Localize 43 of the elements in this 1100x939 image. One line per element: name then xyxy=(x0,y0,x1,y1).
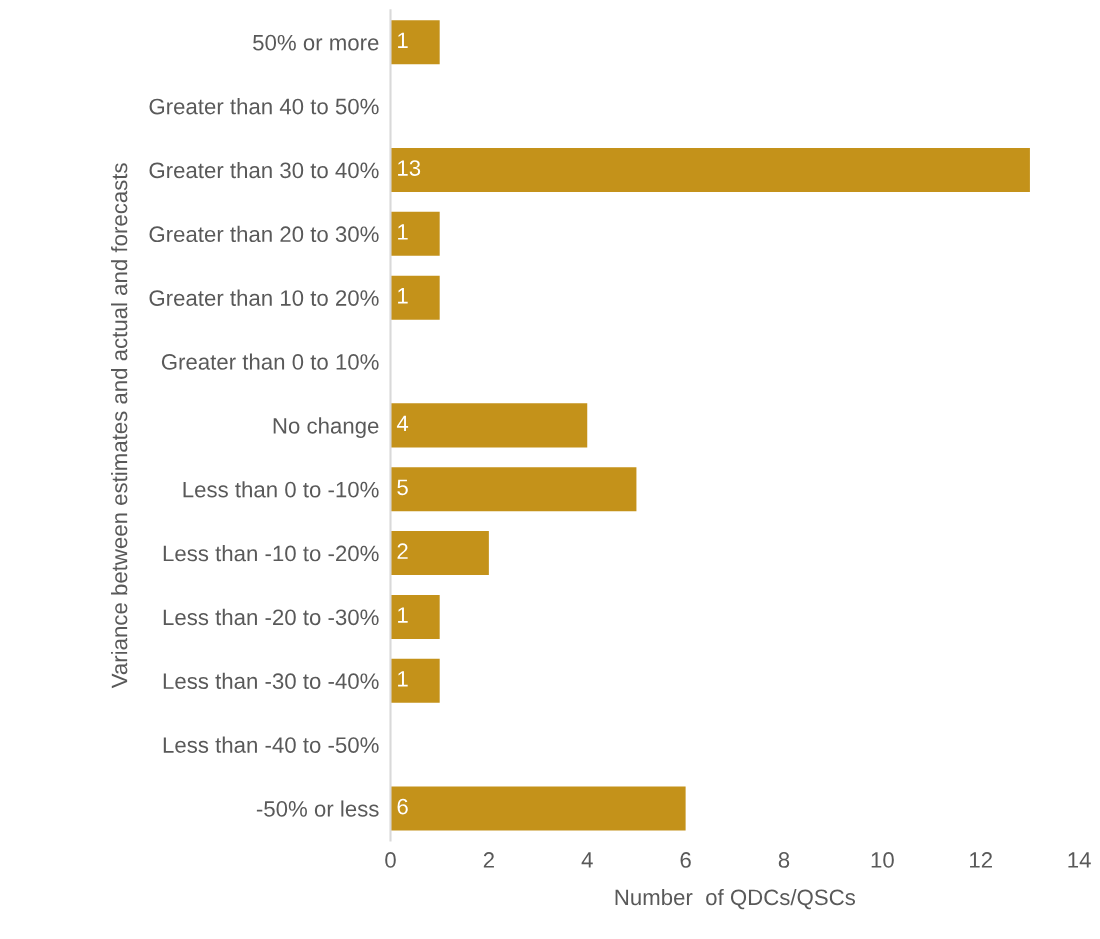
y-tick-label: Greater than 20 to 30% xyxy=(149,225,379,243)
bar xyxy=(390,531,489,576)
y-tick-label: Less than 0 to -10% xyxy=(183,481,379,498)
y-tick-label: No change xyxy=(273,417,379,439)
y-tick-label: Greater than 40 to 50% xyxy=(149,98,379,115)
data-label: 1 xyxy=(398,607,408,623)
y-tick-label: 50% or more xyxy=(253,34,379,51)
x-tick-label: 8 xyxy=(778,852,790,868)
bar xyxy=(390,20,440,65)
y-tick-label: Greater than 30 to 40% xyxy=(149,161,379,179)
y-axis-title: Variance between estimates and actual and forecasts xyxy=(111,163,128,689)
bar xyxy=(390,147,1030,192)
x-tick-label: 6 xyxy=(680,852,691,868)
x-tick-label: 0 xyxy=(385,852,396,868)
data-label: 1 xyxy=(398,224,408,240)
x-tick-label: 2 xyxy=(483,852,494,868)
data-label: 13 xyxy=(398,160,421,176)
data-label: 2 xyxy=(397,543,408,559)
x-tick-label: 12 xyxy=(970,852,992,868)
y-tick-label: -50% or less xyxy=(256,800,379,817)
bar xyxy=(390,658,440,703)
bar xyxy=(390,786,686,831)
x-tick-label: 4 xyxy=(581,852,593,868)
bar xyxy=(390,467,637,512)
x-tick-label: 14 xyxy=(1068,852,1091,868)
data-label: 1 xyxy=(398,671,408,687)
y-tick-label: Greater than 0 to 10% xyxy=(161,353,379,370)
data-label: 1 xyxy=(398,288,408,304)
bar xyxy=(390,211,440,256)
data-label: 1 xyxy=(398,32,408,48)
x-axis-title: Number of QDCs/QSCs xyxy=(615,888,856,910)
y-tick-label: Less than -10 to -20% xyxy=(163,545,379,562)
bar xyxy=(390,275,440,320)
y-tick-label: Less than -40 to -50% xyxy=(163,736,379,753)
bar xyxy=(390,403,588,448)
data-label: 4 xyxy=(396,415,409,432)
x-tick-label: 10 xyxy=(871,852,894,868)
data-label: 6 xyxy=(397,798,408,815)
y-tick-label: Greater than 10 to 20% xyxy=(149,289,379,306)
y-tick-label: Less than -30 to -40% xyxy=(163,672,379,690)
y-tick-label: Less than -20 to -30% xyxy=(163,608,379,626)
bar xyxy=(390,594,440,639)
data-label: 5 xyxy=(397,479,408,496)
